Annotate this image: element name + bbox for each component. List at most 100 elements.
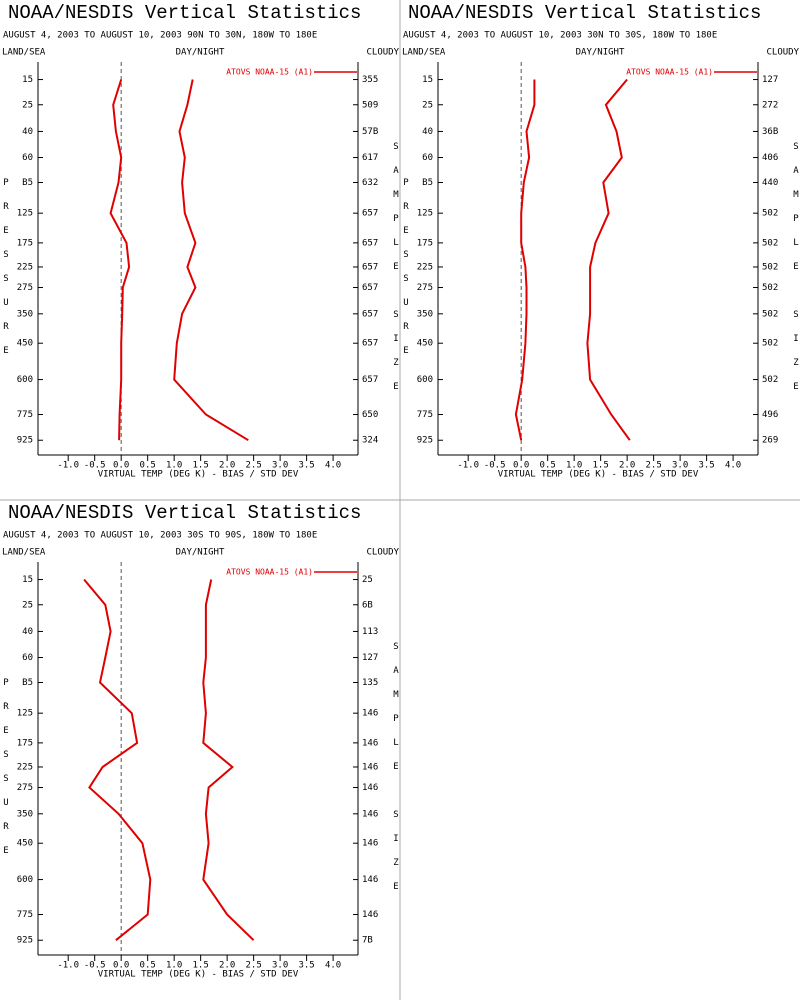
sample-size-label: 7B [362,936,373,946]
chart-title: NOAA/NESDIS Vertical Statistics [8,502,361,524]
sample-size-label: 502 [762,309,778,319]
y-tick-label: 175 [17,738,33,748]
y-tick-label: 350 [417,309,433,319]
sample-size-label: 272 [762,100,778,110]
y-tick-label: B5 [22,678,33,688]
y-tick-label: 600 [17,875,33,885]
sample-size-label: 509 [362,100,378,110]
sample-size-label: 657 [362,283,378,293]
x-tick-label: 3.5 [298,961,314,971]
y-axis-label: PRESSURE [401,178,411,370]
x-tick-label: 1.5 [593,461,609,471]
y-tick-label: 25 [22,600,33,610]
sample-size-label: 657 [362,238,378,248]
y-tick-label: 925 [17,936,33,946]
sample-size-label: 502 [762,209,778,219]
y-tick-label: 275 [17,783,33,793]
x-axis-label: VIRTUAL TEMP (DEG K) - BIAS / STD DEV [98,970,299,980]
y-tick-label: 275 [17,283,33,293]
y-tick-label: B5 [422,178,433,188]
x-tick-label: 1.0 [166,961,182,971]
x-tick-label: 0.0 [113,961,129,971]
y-tick-label: 40 [22,627,33,637]
series-line [83,578,152,941]
sample-size-label: 146 [362,839,378,849]
right-label: CLOUDY [366,48,399,58]
x-tick-label: 1.0 [166,461,182,471]
chart-title: NOAA/NESDIS Vertical Statistics [408,2,761,24]
sample-size-label: 146 [362,762,378,772]
x-tick-label: 4.0 [725,461,741,471]
sample-size-label: 440 [762,178,778,188]
chart-panel: NOAA/NESDIS Vertical Statistics AUGUST 4,… [1,502,401,979]
x-tick-label: 0.5 [140,461,156,471]
legend-label: ATOVS NOAA-15 (A1) [226,68,313,77]
sample-size-label: 406 [762,153,778,163]
sample-size-label: 502 [762,262,778,272]
y-tick-label: 450 [417,339,433,349]
sample-size-label: 496 [762,410,778,420]
y-tick-label: 925 [17,436,33,446]
left-label: LAND/SEA [402,48,446,58]
y-tick-label: 40 [22,127,33,137]
right-label: CLOUDY [766,48,799,58]
x-tick-label: 0.5 [540,461,556,471]
x-tick-label: 2.0 [219,461,235,471]
sample-size-label: 657 [362,339,378,349]
y-tick-label: 600 [17,375,33,385]
series-line [202,579,255,941]
y-tick-label: 40 [422,127,433,137]
x-tick-label: -0.5 [484,461,506,471]
center-label: DAY/NIGHT [176,548,225,558]
y-tick-label: 600 [417,375,433,385]
sample-size-label: 324 [362,436,378,446]
sample-size-label: 146 [362,738,378,748]
chart-title: NOAA/NESDIS Vertical Statistics [8,2,361,24]
x-tick-label: 1.5 [193,961,209,971]
y-tick-label: 15 [22,75,33,85]
sample-size-label: 135 [362,678,378,688]
y-tick-label: 25 [422,100,433,110]
sample-size-label: 502 [762,283,778,293]
x-tick-label: 2.5 [645,461,661,471]
sample-size-label: 6B [362,600,373,610]
y-axis-label: PRESSURE [1,678,11,870]
y-tick-label: 925 [417,436,433,446]
series-line [109,79,131,441]
sample-size-label: 57B [362,127,378,137]
sample-size-label: 657 [362,375,378,385]
series-line [173,79,249,442]
x-axis-label: VIRTUAL TEMP (DEG K) - BIAS / STD DEV [98,470,299,480]
x-tick-label: 2.5 [245,461,261,471]
sample-size-label: 113 [362,627,378,637]
x-tick-label: 1.0 [566,461,582,471]
left-label: LAND/SEA [2,548,46,558]
left-label: LAND/SEA [2,48,46,58]
x-tick-label: -0.5 [84,961,106,971]
x-tick-label: 2.0 [219,961,235,971]
x-tick-label: 3.0 [272,961,288,971]
sample-size-label: 127 [762,75,778,85]
legend-label: ATOVS NOAA-15 (A1) [626,68,713,77]
y2-axis-label: SAMPLE SIZE [391,142,401,406]
sample-size-label: 502 [762,339,778,349]
x-tick-label: 0.0 [113,461,129,471]
y-tick-label: 775 [17,910,33,920]
x-tick-label: 3.5 [698,461,714,471]
sample-size-label: 127 [362,653,378,663]
sample-size-label: 146 [362,809,378,819]
chart-subtitle: AUGUST 4, 2003 TO AUGUST 10, 2003 30N TO… [403,31,717,41]
sample-size-label: 657 [362,309,378,319]
legend-label: ATOVS NOAA-15 (A1) [226,568,313,577]
sample-size-label: 25 [362,575,373,585]
y-tick-label: 175 [417,238,433,248]
sample-size-label: 146 [362,783,378,793]
series-line [586,78,631,441]
sample-size-label: 146 [362,709,378,719]
x-axis-label: VIRTUAL TEMP (DEG K) - BIAS / STD DEV [498,470,699,480]
sample-size-label: 146 [362,875,378,885]
sample-size-label: 269 [762,436,778,446]
y-tick-label: 60 [22,153,33,163]
y-axis-label: PRESSURE [1,178,11,370]
y-tick-label: 15 [422,75,433,85]
